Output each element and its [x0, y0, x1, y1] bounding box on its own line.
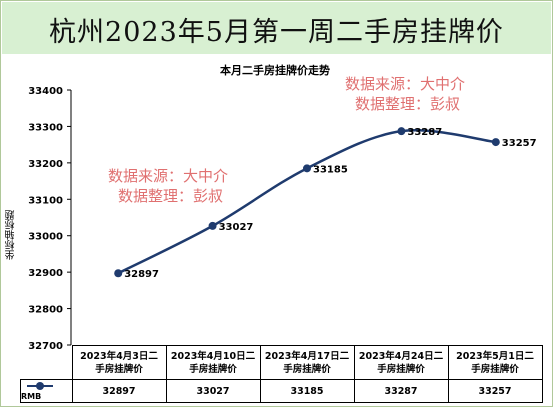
- data-table: 2023年4月3日二 手房挂牌价 2023年4月10日二 手房挂牌价 2023年4月…: [20, 345, 543, 403]
- watermark-source: 数据来源：大中介: [108, 167, 229, 185]
- data-table-value: 33185: [259, 379, 355, 403]
- data-table-value-row: RMB 32897 33027 33185 33287 33257: [20, 379, 543, 403]
- y-tick-label: 33000: [28, 232, 63, 243]
- data-point: [114, 269, 123, 278]
- page-title: 杭州2023年5月第一周二手房挂牌价: [49, 17, 504, 48]
- watermark-author: 数据整理：彭叔: [118, 187, 224, 205]
- data-table-value: 33027: [165, 379, 261, 403]
- data-label: 33257: [502, 138, 537, 149]
- y-tick-label: 33300: [28, 122, 63, 133]
- series-rmb: 32897 33027 33185 33287 33257: [114, 127, 537, 280]
- y-tick-label: 32900: [28, 268, 63, 279]
- data-point: [491, 138, 500, 147]
- category-label: 2023年4月10日二 手房挂牌价: [165, 345, 261, 380]
- data-point: [208, 221, 217, 230]
- y-tick-label: 33200: [28, 159, 63, 170]
- category-label: 2023年4月24日二 手房挂牌价: [353, 345, 449, 380]
- data-label: 33287: [407, 127, 442, 138]
- y-tick-label: 32800: [28, 305, 63, 316]
- data-table-value: 32897: [71, 379, 167, 403]
- data-label: 33185: [313, 164, 348, 175]
- chart-title: 本月二手房挂牌价走势: [220, 64, 330, 77]
- data-label: 33027: [219, 222, 254, 233]
- title-banner: 杭州2023年5月第一周二手房挂牌价: [2, 2, 551, 54]
- data-table-value: 33257: [447, 379, 543, 403]
- data-table-corner: [20, 345, 73, 380]
- legend-entry: RMB: [20, 379, 73, 403]
- data-table-header-row: 2023年4月3日二 手房挂牌价 2023年4月10日二 手房挂牌价 2023年4月…: [20, 345, 543, 380]
- watermark-author: 数据整理：彭叔: [355, 95, 461, 113]
- category-label: 2023年5月1日二 手房挂牌价: [447, 345, 543, 380]
- category-label: 2023年4月3日二 手房挂牌价: [71, 345, 167, 380]
- legend-key-icon: [27, 381, 53, 391]
- y-tick-label: 33100: [28, 195, 63, 206]
- data-table-value: 33287: [353, 379, 449, 403]
- watermark-source: 数据来源：大中介: [345, 75, 466, 93]
- watermark: 数据来源：大中介 数据整理：彭叔: [345, 74, 465, 114]
- data-label: 32897: [124, 269, 159, 280]
- data-point: [303, 164, 311, 173]
- y-tick-label: 33400: [28, 86, 63, 97]
- data-point: [397, 127, 406, 136]
- category-label: 2023年4月17日二 手房挂牌价: [259, 345, 355, 380]
- watermark: 数据来源：大中介 数据整理：彭叔: [108, 166, 228, 206]
- legend-label: RMB: [21, 392, 42, 401]
